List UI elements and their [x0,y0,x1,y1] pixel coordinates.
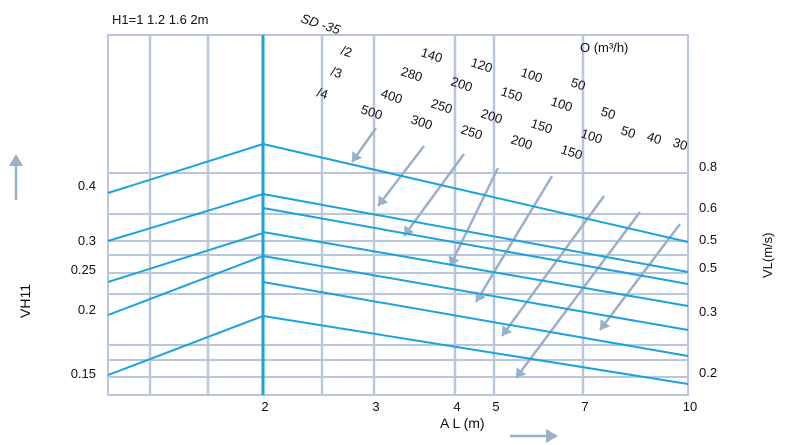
flow-arrows [350,127,681,379]
right-line-segment [262,207,689,285]
x-tick-label: 2 [261,399,268,414]
right-tick-label: 0.3 [699,304,717,319]
x-tick-label: 4 [453,399,460,414]
legend-row-prefix: /2 [339,43,354,61]
legend-value: 280 [399,64,424,85]
right-line-segment [262,315,689,385]
left-line-segment [107,143,264,194]
x-axis-title: A L (m) [440,415,485,431]
left-line-segment [107,193,264,242]
left-tick-label: 0.25 [71,262,96,277]
flow-arrow-head [448,255,460,266]
left-axis-title: VH11 [17,284,33,318]
legend-value: 120 [469,55,494,76]
right-line-segment [262,231,689,307]
x-tick-label: 10 [683,399,697,414]
right-line-segment [262,281,689,357]
up-arrow-icon [9,154,23,200]
legend-value: 250 [459,122,484,143]
legend-value: 100 [549,94,574,115]
left-line-segment [107,255,264,316]
legend-value: 50 [599,104,617,123]
legend-value: 100 [519,65,544,86]
grid [108,35,688,395]
right-tick-labels: 0.8 0.6 0.5 0.5 0.3 0.2 [699,159,717,380]
left-line-segment [107,232,264,283]
right-axis-title: VL(m/s) [760,233,775,279]
left-tick-label: 0.3 [78,233,96,248]
flow-arrow-shaft [514,211,642,379]
right-line-segment [262,255,689,331]
legend-value: 250 [429,96,454,117]
legend-row-prefix: /3 [329,64,344,82]
flow-arrow-shaft [474,175,554,303]
legend-value: 300 [409,112,434,133]
right-line-segment [262,143,689,243]
data-lines [107,143,689,385]
legend-value: 150 [559,142,584,163]
right-tick-label: 0.2 [699,365,717,380]
legend-value: 150 [499,84,524,105]
legend-value: 140 [419,45,444,66]
right-tick-label: 0.5 [699,260,717,275]
legend-value: 500 [359,102,384,123]
flow-arrow-head [516,367,527,378]
legend-value: 50 [619,123,637,142]
x-tick-label: 3 [372,399,379,414]
flow-arrow-head [600,319,611,330]
right-tick-label: 0.6 [699,200,717,215]
legend-value: 200 [509,132,534,153]
legend-value: 100 [579,126,604,147]
right-tick-label: 0.5 [699,232,717,247]
legend-value: 200 [449,74,474,95]
flow-arrow-shaft [599,223,681,331]
right-line-segment [262,193,689,273]
model-label: SD -35 [299,11,343,38]
x-tick-labels: 2 3 4 5 7 10 [261,399,697,414]
left-tick-label: 0.15 [71,366,96,381]
height-label: H1=1 1.2 1.6 2m [112,12,208,27]
x-tick-label: 5 [492,399,499,414]
legend-value: 50 [569,75,587,94]
flow-unit-label: O (m³/h) [580,40,628,55]
legend-value: 30 [671,135,689,154]
left-tick-label: 0.4 [78,178,96,193]
legend-value: 400 [379,86,404,107]
right-arrow-icon [510,429,558,443]
flow-arrow-head [502,325,513,336]
legend-value: 150 [529,116,554,137]
flow-arrow-head [378,195,389,206]
x-tick-label: 7 [581,399,588,414]
left-line-segment [107,315,264,376]
legend-value: 200 [479,106,504,127]
left-tick-labels: 0.4 0.3 0.25 0.2 0.15 [71,178,96,381]
flow-arrow-head [352,151,363,162]
flow-arrow-shaft [448,167,500,267]
legend-value: 40 [645,129,663,148]
left-tick-label: 0.2 [78,302,96,317]
right-tick-label: 0.8 [699,159,717,174]
legend-row-prefix: /4 [315,85,330,103]
